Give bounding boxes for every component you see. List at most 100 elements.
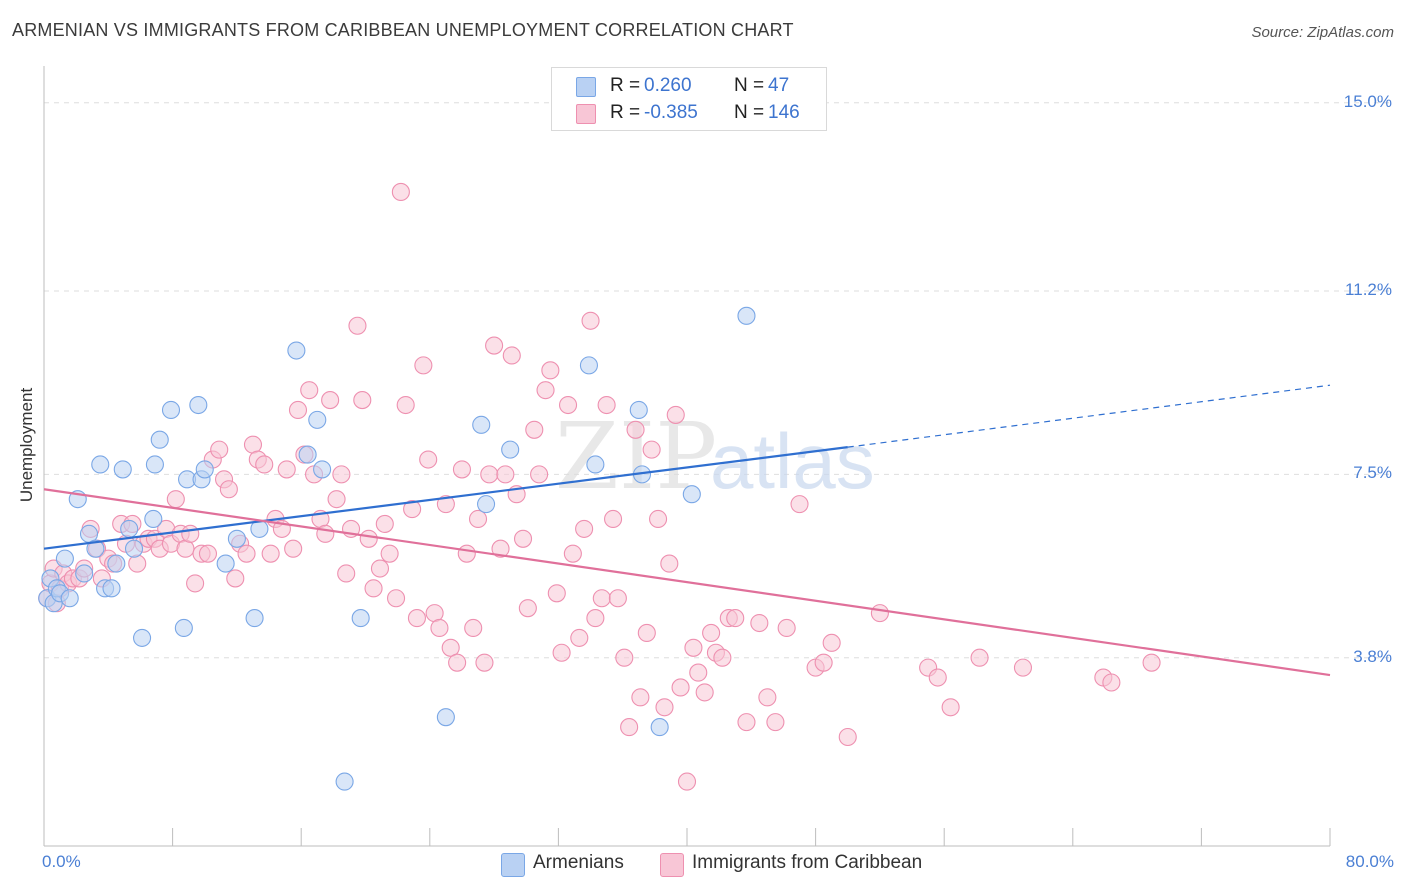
data-point	[75, 564, 94, 583]
data-point	[386, 589, 406, 608]
data-point	[475, 653, 494, 672]
data-point	[682, 485, 701, 504]
trend-lines	[43, 384, 1331, 677]
data-point	[219, 480, 238, 499]
data-point	[113, 460, 132, 479]
data-point	[547, 584, 566, 603]
data-point	[750, 613, 769, 633]
data-point	[464, 618, 483, 638]
data-point	[124, 539, 144, 558]
data-point	[777, 618, 796, 638]
data-point	[91, 455, 110, 474]
data-point	[128, 554, 147, 573]
data-point	[55, 549, 74, 568]
data-point	[102, 579, 121, 598]
data-point	[655, 698, 674, 717]
data-point	[261, 544, 280, 563]
data-point	[364, 579, 383, 598]
data-point	[631, 688, 650, 707]
data-point	[758, 688, 777, 707]
data-point	[518, 599, 537, 618]
data-point	[649, 509, 668, 529]
trend-line-0	[43, 446, 848, 550]
data-point	[174, 618, 193, 638]
data-point	[558, 395, 578, 415]
data-point	[563, 544, 582, 563]
data-point	[86, 539, 105, 558]
data-point	[375, 514, 394, 533]
data-point	[1142, 653, 1161, 672]
armenians-swatch	[576, 77, 596, 97]
data-point	[477, 495, 496, 514]
data-point	[608, 589, 627, 608]
data-point	[288, 400, 308, 420]
data-point	[245, 609, 264, 628]
data-point	[525, 420, 544, 439]
r-label: R =	[610, 75, 641, 96]
data-point	[660, 554, 679, 573]
data-point	[586, 609, 605, 628]
data-point	[181, 524, 200, 543]
data-point	[436, 708, 455, 727]
data-point	[391, 182, 410, 202]
data-point	[541, 361, 560, 380]
data-point	[166, 490, 185, 509]
data-point	[308, 410, 327, 429]
data-point	[702, 623, 721, 642]
data-point	[337, 564, 356, 583]
data-point	[298, 445, 317, 464]
r-value: 0.260	[644, 75, 692, 96]
data-point	[501, 440, 520, 459]
data-point	[120, 519, 139, 538]
data-point	[186, 574, 205, 593]
trend-line-1	[43, 488, 1331, 677]
data-point	[150, 430, 169, 449]
data-point	[536, 381, 555, 400]
data-point	[570, 628, 589, 647]
data-point	[941, 698, 960, 717]
data-point	[457, 544, 476, 563]
data-point	[496, 465, 515, 484]
grid-lines	[44, 102, 1392, 659]
data-point	[277, 460, 296, 479]
data-point	[695, 683, 714, 702]
data-point	[313, 460, 332, 479]
data-point	[472, 415, 491, 434]
data-point	[530, 465, 549, 484]
data-point	[642, 440, 661, 459]
data-point	[620, 718, 639, 737]
data-point	[626, 420, 645, 439]
data-point	[513, 529, 533, 548]
data-point	[335, 772, 354, 791]
data-point	[216, 554, 235, 573]
data-point	[430, 618, 449, 638]
data-point	[671, 678, 690, 697]
data-point	[737, 306, 756, 325]
n-value: 146	[768, 102, 800, 123]
data-point	[581, 311, 600, 330]
data-point	[348, 316, 367, 335]
data-point	[284, 539, 303, 558]
caribbean-swatch	[576, 104, 596, 124]
x-tick-label-min: 0.0%	[42, 852, 81, 871]
data-point	[407, 609, 426, 628]
data-point	[287, 341, 306, 360]
data-point	[766, 713, 785, 732]
data-point	[491, 539, 510, 558]
data-point	[480, 465, 499, 484]
data-point	[713, 648, 732, 667]
armenians-legend-swatch	[501, 853, 525, 877]
data-point	[195, 460, 214, 479]
data-point	[726, 609, 745, 628]
data-point	[1102, 673, 1121, 692]
data-point	[689, 663, 708, 682]
data-point	[452, 460, 472, 479]
data-point	[237, 544, 256, 563]
data-point	[814, 653, 833, 672]
data-point	[970, 648, 989, 667]
y-tick-label: 15.0%	[1343, 91, 1392, 111]
data-point	[396, 395, 415, 415]
data-point	[316, 524, 335, 543]
data-point	[414, 356, 433, 375]
